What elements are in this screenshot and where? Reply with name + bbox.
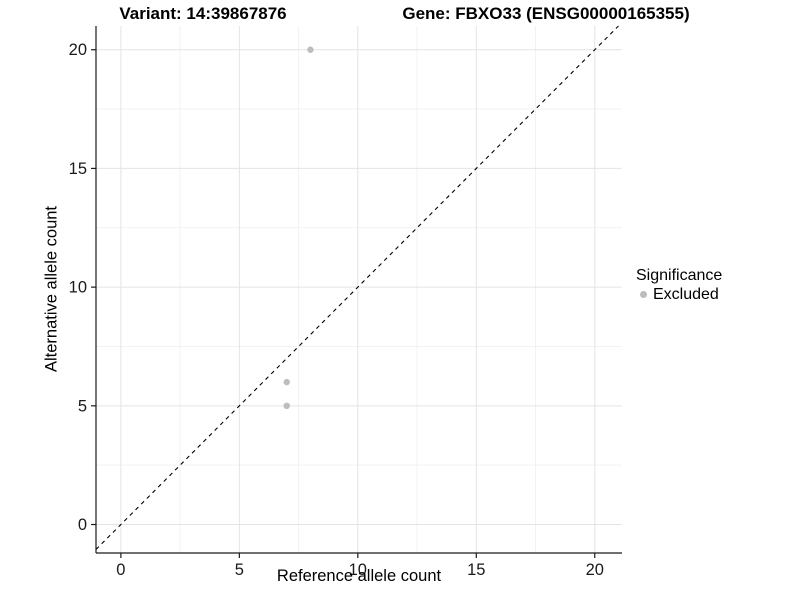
y-tick-label: 20: [69, 41, 87, 59]
y-axis-title: Alternative allele count: [42, 205, 61, 373]
x-tick-label: 5: [235, 561, 244, 579]
variant-title: Variant: 14:39867876: [119, 4, 287, 23]
data-point: [283, 378, 290, 386]
x-tick-label: 15: [467, 561, 485, 579]
legend-title: Significance: [636, 267, 723, 284]
y-tick-label: 15: [69, 160, 87, 178]
legend-entries: Excluded: [636, 285, 722, 304]
legend: Significance Excluded: [636, 266, 722, 304]
legend-point-icon: [640, 291, 647, 298]
data-point: [283, 402, 290, 410]
legend-entry-label: Excluded: [653, 286, 719, 303]
y-tick-label: 10: [69, 279, 87, 297]
x-tick-label: 10: [349, 561, 367, 579]
y-tick-label: 0: [78, 516, 87, 534]
x-tick-label: 0: [116, 561, 125, 579]
x-axis-title: Reference allele count: [276, 567, 442, 585]
x-tick-label: 20: [586, 561, 604, 579]
gene-title: Gene: FBXO33 (ENSG00000165355): [402, 4, 690, 23]
identity-line: [95, 25, 619, 550]
data-point: [307, 46, 314, 53]
y-tick-label: 5: [78, 397, 87, 415]
legend-entry: Excluded: [636, 285, 722, 304]
